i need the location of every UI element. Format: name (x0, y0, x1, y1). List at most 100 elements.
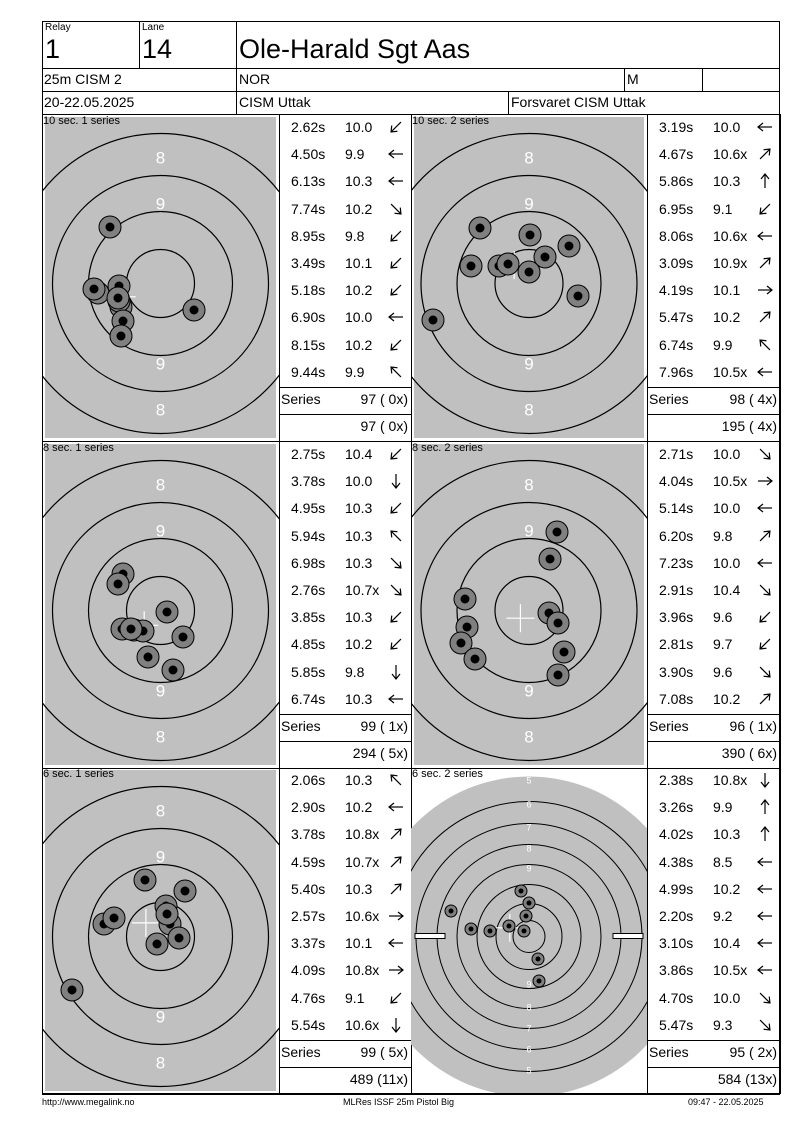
shot-score: 10.3 (713, 826, 741, 843)
direction-up-right-icon (759, 257, 771, 269)
series-total: 96 ( 1x) (729, 718, 777, 734)
shot-row: 7.96s 10.5x (647, 359, 780, 386)
footer-url[interactable]: http://www.megalink.no (42, 1097, 135, 1107)
direction-down-right-icon (759, 1019, 771, 1031)
panel-title: 10 sec. 1 series (43, 115, 121, 127)
direction-up-icon (760, 826, 770, 842)
direction-left-icon (757, 938, 772, 948)
shot-row: 3.09s 10.9x (647, 250, 780, 277)
direction-down-icon (391, 664, 401, 680)
shot-marker (171, 625, 195, 649)
shot-marker (518, 223, 542, 247)
svg-text:6: 6 (526, 1045, 531, 1055)
series-total: 97 ( 0x) (360, 391, 408, 407)
shot-time: 5.47s (659, 309, 694, 326)
shot-time: 6.74s (659, 336, 694, 353)
shot-score: 10.6x (713, 227, 748, 244)
svg-text:9: 9 (524, 522, 533, 541)
class: M (627, 71, 639, 87)
shot-row: 6.74s 9.9 (647, 332, 780, 359)
shot-row: 4.67s 10.6x (647, 141, 780, 168)
shot-time: 2.57s (291, 908, 326, 924)
shot-time: 2.38s (659, 772, 694, 788)
shot-row: 5.47s 9.3 (647, 1012, 780, 1039)
series-label: Series (281, 718, 321, 734)
direction-left-icon (388, 176, 403, 186)
shot-marker (517, 260, 541, 284)
direction-right-icon (389, 965, 404, 975)
direction-down-icon (760, 773, 770, 788)
shot-score: 10.2 (345, 200, 373, 217)
direction-up-right-icon (759, 311, 771, 323)
svg-text:8: 8 (524, 149, 533, 168)
shot-row: 3.85s 10.3 (279, 604, 411, 631)
shot-time: 3.49s (291, 255, 326, 271)
shot-row: 3.78s 10.0 (279, 468, 411, 495)
direction-left-icon (388, 312, 403, 322)
panel-title: 6 sec. 1 series (43, 768, 114, 780)
direction-down-icon (391, 1017, 401, 1033)
target-3: 8 9 9 8 (9, 441, 312, 768)
shot-time: 8.15s (291, 336, 326, 353)
direction-down-right-icon (390, 203, 402, 215)
target-1: 8 9 9 8 (9, 114, 312, 441)
shot-time: 6.90s (291, 309, 326, 326)
svg-text:8: 8 (156, 802, 165, 821)
shot-row: 4.09s 10.8x (279, 957, 411, 984)
shot-score: 10.5x (713, 473, 748, 490)
shot-row: 7.74s 10.2 (279, 196, 411, 223)
shot-row: 2.91s 10.4 (647, 577, 780, 604)
direction-left-icon (757, 965, 772, 975)
shot-score: 10.3 (345, 500, 373, 517)
shot-marker (464, 922, 478, 936)
shot-row: 4.76s 9.1 (279, 985, 411, 1012)
direction-right-icon (758, 285, 773, 295)
shot-time: 5.54s (291, 1016, 326, 1033)
direction-down-left-icon (390, 339, 402, 351)
shot-row: 4.19s 10.1 (647, 277, 780, 304)
shot-row: 3.49s 10.1 (279, 250, 411, 277)
shot-row: 5.85s 9.8 (279, 659, 411, 686)
series-label: Series (649, 1044, 689, 1060)
direction-up-icon (760, 173, 770, 189)
direction-down-right-icon (759, 992, 771, 1004)
shot-score: 10.3 (713, 173, 741, 190)
shot-time: 7.96s (659, 363, 694, 380)
shot-row: 4.38s 8.5 (647, 849, 780, 876)
shot-marker (459, 254, 483, 278)
shot-row: 3.26s 9.9 (647, 794, 780, 821)
shooter-name: Ole-Harald Sgt Aas (239, 34, 471, 64)
shot-time: 4.70s (659, 989, 694, 1006)
svg-text:8: 8 (526, 844, 531, 854)
nation: NOR (239, 71, 271, 87)
shot-time: 4.04s (659, 473, 694, 490)
shot-row: 7.23s 10.0 (647, 550, 780, 577)
shot-score: 9.3 (713, 1016, 733, 1033)
shot-time: 5.86s (659, 173, 694, 190)
shot-row: 2.71s 10.0 (647, 441, 780, 468)
shot-marker (483, 924, 497, 938)
svg-text:8: 8 (156, 1054, 165, 1073)
shot-marker (531, 952, 545, 966)
shot-score: 10.0 (713, 554, 741, 571)
svg-text:7: 7 (526, 823, 531, 833)
shot-time: 5.18s (291, 282, 326, 299)
shot-time: 6.95s (659, 200, 694, 217)
shot-marker (155, 902, 179, 926)
shot-marker (106, 286, 130, 310)
svg-text:6: 6 (526, 800, 531, 810)
shot-row: 2.90s 10.2 (279, 794, 411, 821)
shot-row: 4.04s 10.5x (647, 468, 780, 495)
svg-text:8: 8 (524, 728, 533, 747)
direction-left-icon (757, 231, 772, 241)
score-list: 2.71s 10.0 4.04s 10.5x 5.14s 10.0 6.20s 9.8 7.23… (647, 441, 780, 768)
shot-score: 10.6x (713, 146, 748, 163)
direction-down-left-icon (390, 284, 402, 296)
direction-up-icon (760, 799, 770, 815)
direction-down-left-icon (390, 611, 402, 623)
direction-up-right-icon (759, 693, 771, 705)
shot-row: 6.95s 9.1 (647, 196, 780, 223)
event-name: 25m CISM 2 (44, 71, 122, 87)
series-label: Series (281, 391, 321, 407)
shot-row: 3.96s 9.6 (647, 604, 780, 631)
